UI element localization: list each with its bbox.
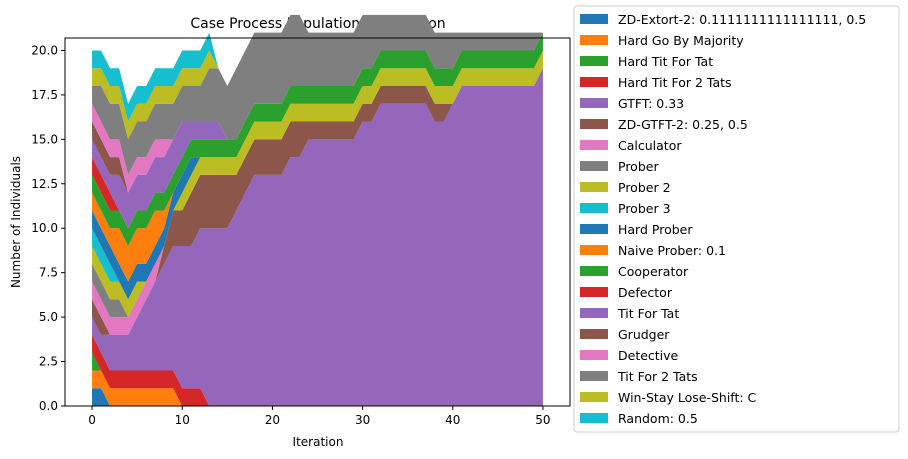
x-tick-label: 20 [265, 413, 280, 427]
legend-label: Tit For Tat [617, 306, 679, 321]
legend-label: Cooperator [618, 264, 689, 279]
legend-label: Hard Prober [618, 222, 693, 237]
plot-frame [64, 37, 571, 407]
legend-label: Prober [618, 159, 659, 174]
legend-label: Calculator [618, 138, 682, 153]
area-series-6 [92, 68, 543, 335]
x-tick-label: 0 [88, 413, 96, 427]
legend-label: Hard Go By Majority [618, 33, 744, 48]
x-tick-label: 10 [175, 413, 190, 427]
area-series-14 [92, 32, 543, 229]
legend-swatch [580, 413, 608, 423]
legend: ZD-Extort-2: 0.1111111111111111, 0.5 Hard… [573, 5, 900, 433]
legend-swatch [580, 182, 608, 192]
x-axis-ticks: 0 10 20 30 40 50 [88, 406, 551, 427]
y-tick-label: 2.5 [39, 355, 58, 369]
legend-swatch [580, 371, 608, 381]
x-tick-label: 40 [445, 413, 460, 427]
y-tick-label: 10.0 [31, 221, 58, 235]
area-series-17 [92, 14, 543, 175]
y-tick-label: 15.0 [31, 132, 58, 146]
legend-swatch [580, 56, 608, 66]
legend-label: Detective [618, 348, 679, 363]
legend-swatch [580, 308, 608, 318]
x-axis-title: Iteration [293, 435, 344, 449]
legend-swatch [580, 203, 608, 213]
y-tick-label: 20.0 [31, 43, 58, 57]
legend-label: Naive Prober: 0.1 [618, 243, 726, 258]
legend-label: ZD-Extort-2: 0.1111111111111111, 0.5 [618, 12, 866, 27]
y-tick-label: 0.0 [39, 399, 58, 413]
legend-swatch [580, 119, 608, 129]
y-tick-label: 12.5 [31, 177, 58, 191]
legend-label: Random: 0.5 [618, 411, 698, 426]
y-tick-label: 17.5 [31, 88, 58, 102]
legend-swatch [580, 77, 608, 87]
y-axis-title: Number of Individuals [9, 156, 23, 288]
legend-label: Tit For 2 Tats [617, 369, 698, 384]
legend-swatch [580, 140, 608, 150]
legend-swatch [580, 350, 608, 360]
legend-swatch [580, 245, 608, 255]
area-series-1 [92, 370, 543, 406]
legend-swatch [580, 266, 608, 276]
legend-swatch [580, 161, 608, 171]
area-series-11 [92, 50, 543, 282]
x-tick-label: 50 [535, 413, 550, 427]
y-axis-ticks: 0.0 2.5 5.0 7.5 10.0 12.5 15.0 17.5 20.0 [31, 43, 65, 413]
y-tick-label: 5.0 [39, 310, 58, 324]
legend-swatch [580, 35, 608, 45]
legend-swatch [580, 392, 608, 402]
legend-label: Prober 3 [618, 201, 671, 216]
legend-label: Grudger [618, 327, 670, 342]
legend-swatch [580, 14, 608, 24]
legend-swatch [580, 224, 608, 234]
legend-swatch [580, 287, 608, 297]
legend-label: Prober 2 [618, 180, 671, 195]
y-tick-label: 7.5 [39, 266, 58, 280]
legend-label: ZD-GTFT-2: 0.25, 0.5 [618, 117, 748, 132]
area-series-12 [92, 32, 543, 246]
legend-label: Hard Tit For Tat [618, 54, 713, 69]
legend-label: Win-Stay Lose-Shift: C [618, 390, 757, 405]
area-layers [92, 14, 543, 406]
area-series-4 [92, 68, 543, 406]
area-series-18 [92, 14, 543, 140]
legend-swatch [580, 98, 608, 108]
legend-frame [573, 5, 900, 433]
x-tick-label: 30 [355, 413, 370, 427]
area-series-19 [92, 14, 543, 122]
legend-label: Defector [618, 285, 673, 300]
legend-label: GTFT: 0.33 [618, 96, 684, 111]
area-series-10 [92, 50, 543, 300]
legend-label: Hard Tit For 2 Tats [618, 75, 732, 90]
legend-swatch [580, 329, 608, 339]
